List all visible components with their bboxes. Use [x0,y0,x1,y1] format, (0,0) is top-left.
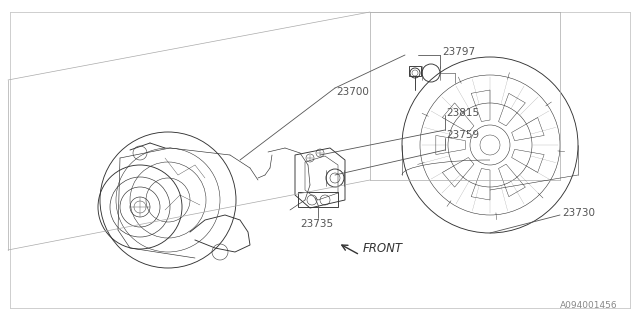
Text: A094001456: A094001456 [561,300,618,309]
Text: 23735: 23735 [300,219,333,229]
Text: 23759: 23759 [446,130,479,140]
Text: FRONT: FRONT [363,242,403,254]
Text: 23815: 23815 [446,108,479,118]
Text: 23700: 23700 [336,87,369,97]
Text: 23797: 23797 [442,47,475,57]
Text: 23730: 23730 [562,208,595,218]
